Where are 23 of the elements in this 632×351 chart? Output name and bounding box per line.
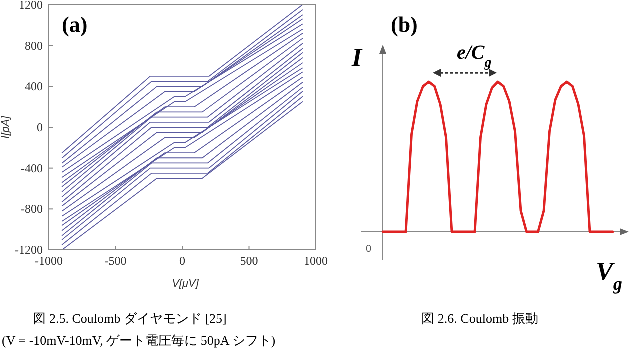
annotation: (a): [62, 12, 88, 37]
y-tick-label: 1200: [19, 0, 43, 12]
y-axis-title: I: [351, 43, 363, 72]
x-tick-label: 1000: [304, 254, 328, 268]
y-tick-label: -1200: [15, 243, 43, 257]
x-tick-label: 0: [180, 254, 186, 268]
text: 0: [366, 244, 372, 255]
x-tick-label: -500: [104, 254, 127, 268]
y-tick-label: -800: [21, 202, 43, 216]
y-tick-label: 0: [37, 120, 43, 134]
text: e/C$_{g}$: [457, 42, 492, 70]
x-axis-title: V$_{g}$: [596, 257, 622, 294]
caption: 図 2.5. Coulomb ダイヤモンド [25]: [33, 311, 227, 326]
y-axis-title: I[pA]: [0, 115, 12, 139]
y-tick-label: -400: [21, 161, 43, 176]
text: (V = -10mV-10mV, ゲート電圧毎に 50pA シフト): [2, 333, 276, 348]
text: (b): [391, 12, 418, 37]
x-tick-label: 500: [240, 254, 258, 268]
x-axis-title: V[μV]: [172, 278, 200, 290]
y-tick-label: 800: [25, 38, 43, 53]
caption: 図 2.6. Coulomb 振動: [422, 311, 538, 326]
x-tick-label: -1000: [35, 254, 63, 268]
y-tick-label: 400: [25, 80, 43, 94]
